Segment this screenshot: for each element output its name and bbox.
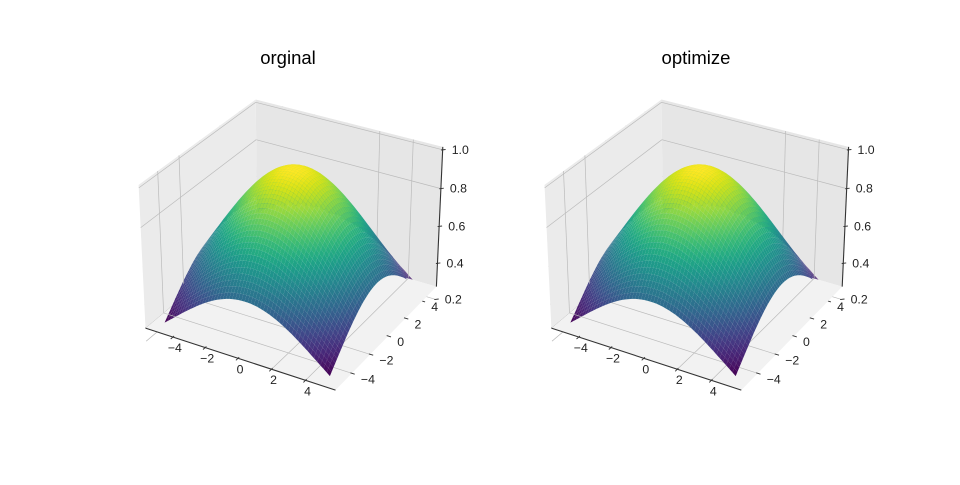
svg-text:0.4: 0.4 bbox=[447, 256, 464, 270]
svg-text:0: 0 bbox=[397, 335, 404, 349]
svg-text:0: 0 bbox=[237, 362, 244, 376]
svg-text:−4: −4 bbox=[361, 372, 375, 386]
svg-text:4: 4 bbox=[304, 384, 311, 398]
svg-text:2: 2 bbox=[270, 373, 277, 387]
svg-text:4: 4 bbox=[431, 300, 438, 314]
svg-text:−4: −4 bbox=[168, 341, 182, 355]
svg-text:0.8: 0.8 bbox=[450, 182, 467, 196]
svg-text:optimize: optimize bbox=[662, 47, 731, 68]
svg-text:1.0: 1.0 bbox=[452, 143, 469, 157]
svg-text:orginal: orginal bbox=[260, 47, 316, 68]
svg-text:0.6: 0.6 bbox=[448, 219, 465, 233]
svg-text:0.2: 0.2 bbox=[445, 292, 462, 306]
svg-text:−2: −2 bbox=[200, 352, 214, 366]
svg-text:−2: −2 bbox=[379, 353, 393, 367]
svg-text:2: 2 bbox=[415, 317, 422, 331]
